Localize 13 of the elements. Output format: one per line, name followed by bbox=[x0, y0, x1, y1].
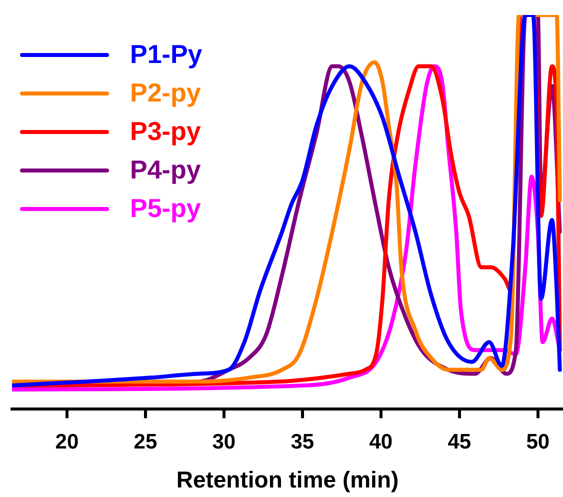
x-tick-label: 35 bbox=[290, 430, 314, 454]
x-tick-label: 40 bbox=[369, 430, 393, 454]
legend-label: P5-py bbox=[130, 193, 202, 224]
x-tick-label: 20 bbox=[55, 430, 79, 454]
x-axis-title: Retention time (min) bbox=[176, 466, 399, 493]
x-tick-label: 30 bbox=[212, 430, 236, 454]
x-tick-label: 45 bbox=[448, 430, 472, 454]
x-tick-label: 50 bbox=[526, 430, 550, 454]
legend-label: P3-py bbox=[130, 116, 202, 146]
x-tick-label: 25 bbox=[134, 430, 158, 454]
legend-label: P4-py bbox=[130, 154, 202, 185]
legend-label: P2-py bbox=[130, 78, 202, 108]
legend-label: P1-Py bbox=[130, 39, 203, 70]
